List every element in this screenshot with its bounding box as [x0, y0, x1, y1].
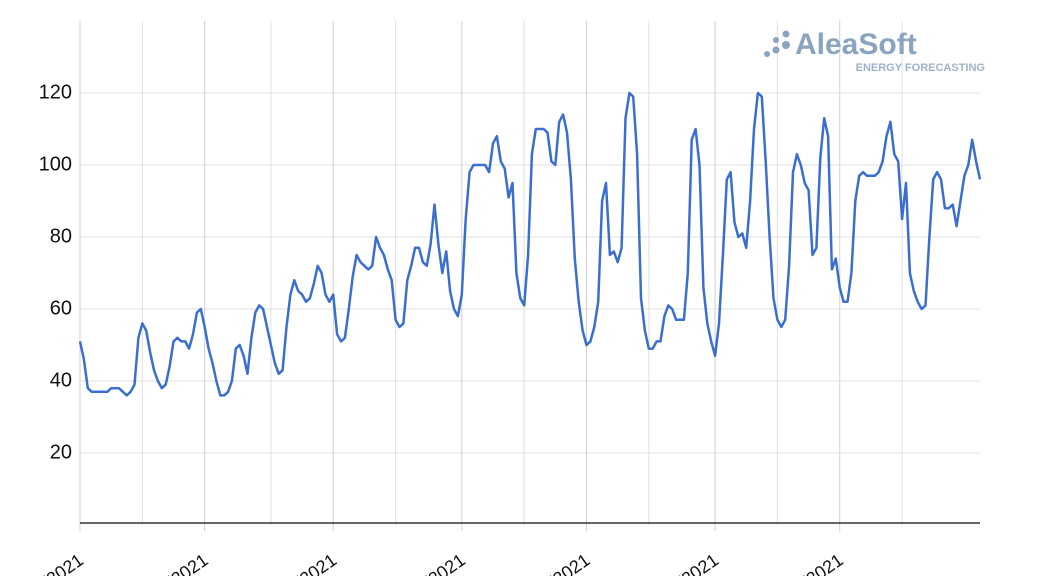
x-tick-label: /2021	[545, 550, 593, 576]
y-tick-label: 40	[50, 369, 72, 391]
x-tick-label: /2021	[674, 550, 722, 576]
y-tick-label: 80	[50, 225, 72, 247]
logo-dot	[773, 37, 779, 43]
x-tick-label: /2021	[420, 550, 468, 576]
logo-dot	[782, 41, 790, 49]
x-tick-label: /2021	[163, 550, 211, 576]
line	[78, 91, 982, 397]
x-tick-label: /2021	[292, 550, 340, 576]
y-tick-label: 60	[50, 297, 72, 319]
x-tick-label: /2021	[39, 550, 87, 576]
logo-tagline: ENERGY FORECASTING	[856, 62, 985, 74]
logo: AleaSoft ENERGY FORECASTING	[764, 28, 985, 74]
x-tick-label: /2021	[798, 550, 846, 576]
y-tick-label: 100	[39, 153, 72, 175]
logo-name: AleaSoft	[795, 28, 917, 61]
y-tick-label: 120	[39, 81, 72, 103]
logo-dot	[782, 30, 790, 38]
logo-dot	[764, 51, 770, 57]
y-tick-label: 20	[50, 441, 72, 463]
logo-dot	[772, 46, 780, 54]
